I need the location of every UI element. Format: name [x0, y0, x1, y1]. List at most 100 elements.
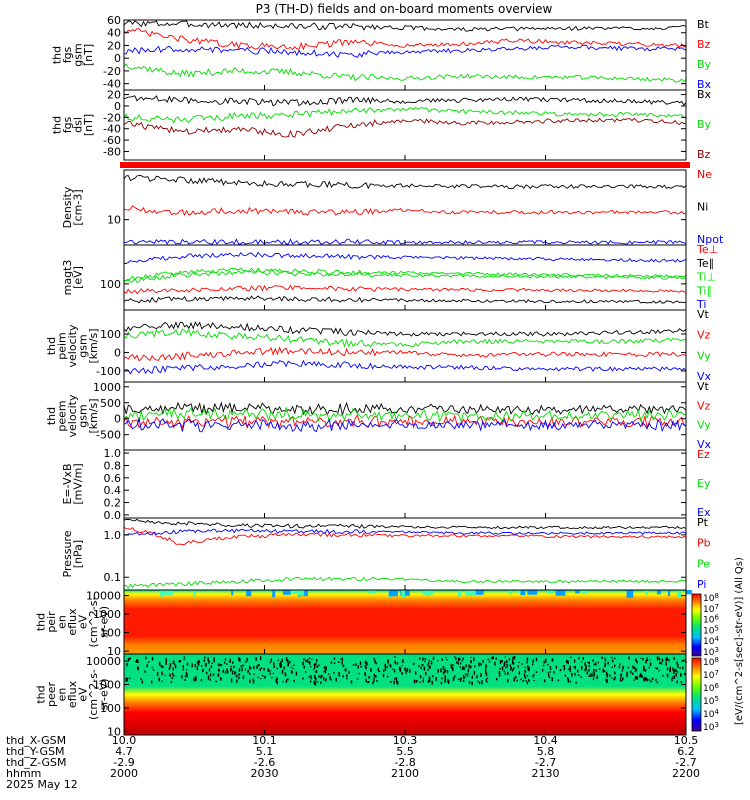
y-axis-label: (cm^2-s-	[87, 669, 100, 720]
y-axis-label: eflux	[66, 680, 79, 708]
flux-speckle	[213, 658, 215, 663]
y-tick-label: -40	[103, 123, 121, 136]
flux-speckle	[457, 657, 460, 662]
flux-speckle	[302, 661, 304, 666]
flux-speckle	[573, 666, 575, 668]
y-axis-label: Density	[61, 186, 74, 228]
flux-speckle	[205, 662, 208, 665]
flux-speckle	[463, 666, 465, 671]
flux-speckle	[184, 675, 187, 678]
flux-speckle	[526, 681, 529, 685]
flux-speckle	[462, 674, 465, 679]
flux-speckle	[231, 670, 234, 673]
flux-speckle	[237, 674, 239, 676]
flux-speckle	[306, 659, 309, 661]
flux-speckle	[416, 680, 418, 683]
panel-p4: 100 magt3[eV] Te⊥Te∥Ti⊥Ti∥Ti	[61, 243, 718, 311]
flux-speckle	[194, 664, 197, 668]
flux-speckle	[315, 662, 317, 665]
flux-speckle	[308, 657, 311, 660]
flux-speckle	[571, 672, 573, 677]
flux-speckle	[364, 664, 367, 668]
flux-speckle	[165, 658, 167, 661]
flux-speckle	[240, 665, 242, 667]
flux-speckle	[267, 668, 269, 672]
flux-speckle	[419, 681, 421, 683]
flux-speckle	[565, 659, 568, 664]
x-tick-label: -2.7	[675, 756, 696, 769]
flux-speckle	[125, 677, 127, 682]
flux-speckle	[424, 661, 426, 663]
flux-speckle	[613, 678, 615, 681]
flux-speckle	[382, 674, 385, 678]
flux-speckle	[270, 658, 272, 662]
flux-speckle	[376, 680, 378, 682]
flux-speckle	[295, 671, 298, 676]
flux-speckle	[466, 675, 469, 677]
flux-speckle	[170, 681, 173, 683]
flux-speckle	[533, 674, 535, 676]
legend-ti⊥: Ti⊥	[696, 271, 716, 284]
flux-speckle	[233, 665, 235, 669]
flux-speckle	[518, 671, 521, 675]
flux-speckle	[207, 675, 210, 680]
flux-speckle	[275, 678, 277, 683]
flux-speckle	[476, 675, 478, 679]
flux-speckle	[567, 660, 569, 665]
flux-speckle	[604, 664, 606, 668]
flux-speckle	[593, 663, 595, 666]
series-line-te∥	[123, 295, 687, 304]
y-axis-label: peim	[56, 332, 69, 360]
flux-speckle	[428, 659, 430, 662]
flux-speckle	[224, 670, 227, 674]
y-tick-label: 500	[100, 397, 121, 410]
series-line-te⊥	[123, 284, 687, 295]
flux-speckle	[358, 672, 360, 675]
flux-speckle	[276, 667, 278, 670]
flux-speckle	[315, 677, 317, 681]
flux-patch	[685, 590, 692, 595]
series-line-vx	[123, 417, 687, 433]
flux-speckle	[430, 660, 433, 665]
flux-speckle	[488, 660, 491, 663]
y-axis-label: peer	[45, 682, 58, 708]
flux-speckle	[592, 678, 595, 681]
flux-speckle	[578, 657, 580, 660]
flux-speckle	[485, 678, 488, 682]
flux-speckle	[272, 672, 275, 675]
legend-pi: Pi	[697, 578, 706, 591]
flux-speckle	[575, 681, 577, 684]
flux-speckle	[210, 665, 213, 669]
flux-speckle	[684, 658, 687, 660]
flux-speckle	[432, 656, 435, 660]
y-axis-label: peem	[56, 400, 69, 431]
y-axis-label: gsm	[77, 404, 90, 427]
colorbar-tick-exponent: 8	[714, 656, 718, 664]
flux-speckle	[573, 659, 576, 663]
flux-speckle	[673, 670, 675, 675]
flux-speckle	[639, 672, 642, 677]
flux-speckle	[444, 675, 446, 679]
flux-speckle	[632, 672, 634, 675]
flux-speckle	[356, 678, 359, 680]
y-tick-label: -100	[96, 365, 121, 378]
series-line-vy	[123, 406, 687, 424]
flux-speckle	[588, 664, 591, 668]
flux-speckle	[169, 663, 172, 665]
flux-speckle	[424, 658, 427, 661]
flux-speckle	[549, 666, 552, 668]
flux-speckle	[313, 663, 316, 667]
legend-ex: Ex	[697, 506, 711, 519]
flux-patch	[517, 590, 522, 594]
flux-speckle	[507, 671, 509, 675]
series-line-ti⊥	[123, 267, 687, 282]
y-tick-label: 60	[107, 14, 121, 27]
flux-speckle	[511, 669, 514, 672]
flux-speckle	[513, 680, 515, 682]
flux-speckle	[635, 668, 638, 671]
y-axis-label: [nT]	[82, 44, 95, 66]
x-tick-label: 5.8	[537, 745, 555, 758]
flux-speckle	[457, 662, 460, 665]
flux-speckle	[495, 678, 498, 681]
flux-speckle	[219, 664, 222, 667]
